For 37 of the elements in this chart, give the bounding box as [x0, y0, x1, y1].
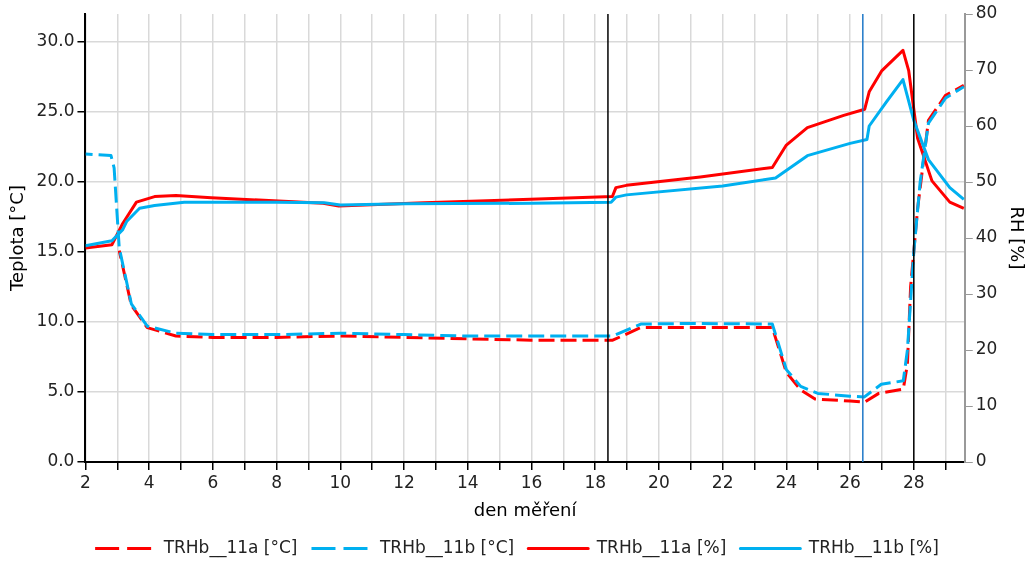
x-tick-label: 26	[839, 471, 861, 492]
x-tick-label: 18	[584, 471, 607, 492]
legend-label: TRHb__11a [%]	[595, 536, 727, 558]
y-axis-title: Teplota [°C]	[6, 185, 28, 292]
y-tick-label: 15.0	[36, 240, 75, 261]
y2-tick-label: 30	[975, 282, 998, 303]
y2-tick-label: 70	[975, 58, 998, 79]
y2-tick-label: 50	[975, 170, 998, 191]
y-tick-label: 25.0	[36, 100, 75, 121]
y2-tick-label: 80	[975, 2, 998, 23]
y-tick-label: 0.0	[47, 450, 75, 471]
legend-label: TRHb__11b [°C]	[378, 536, 515, 558]
x-tick-label: 24	[775, 471, 798, 492]
x-tick-label: 14	[456, 471, 479, 492]
y-tick-label: 30.0	[36, 30, 75, 51]
x-tick-label: 12	[393, 471, 415, 492]
x-tick-label: 22	[711, 471, 734, 492]
x-tick-label: 10	[329, 471, 352, 492]
y2-tick-label: 60	[975, 114, 998, 135]
y2-tick-label: 10	[975, 394, 998, 415]
x-tick-label: 16	[520, 471, 543, 492]
y2-tick-label: 0	[975, 450, 987, 471]
x-tick-label: 20	[648, 471, 670, 492]
y2-tick-label: 40	[975, 226, 998, 247]
y-tick-label: 20.0	[36, 170, 75, 191]
y2-axis-title: RH [%]	[1006, 206, 1028, 270]
y-tick-label: 5.0	[47, 380, 75, 401]
x-tick-label: 4	[143, 471, 155, 492]
legend-label: TRHb__11b [%]	[807, 536, 939, 558]
y-tick-label: 10.0	[36, 310, 75, 331]
x-tick-label: 8	[271, 471, 283, 492]
x-tick-label: 6	[207, 471, 219, 492]
x-axis-title: den měření	[473, 498, 578, 520]
y2-tick-label: 20	[975, 338, 998, 359]
x-tick-label: 2	[80, 471, 91, 492]
legend-label: TRHb__11a [°C]	[162, 536, 298, 558]
x-tick-label: 28	[902, 471, 925, 492]
